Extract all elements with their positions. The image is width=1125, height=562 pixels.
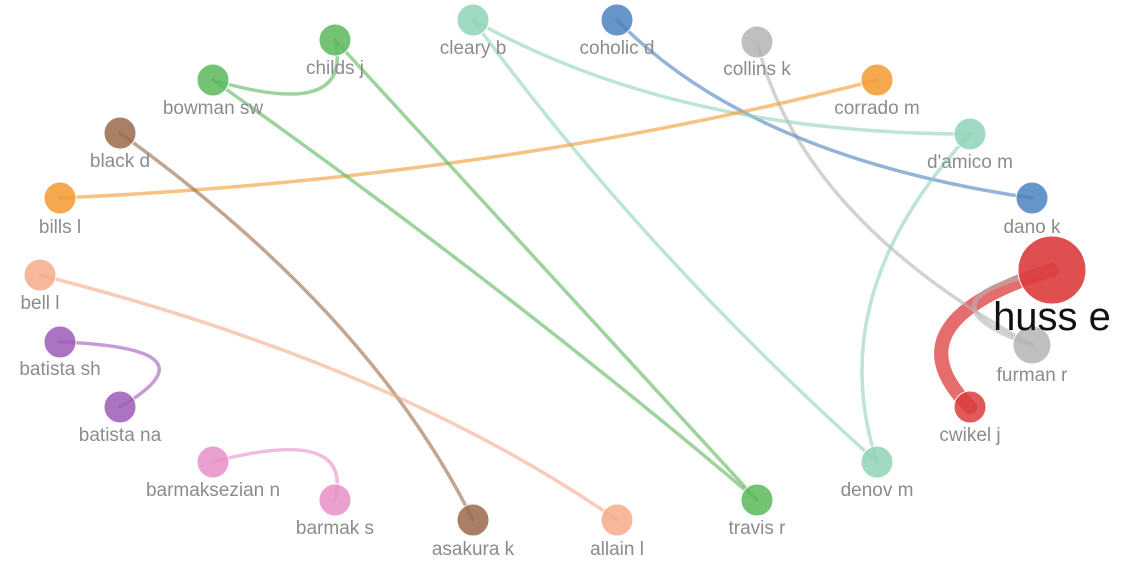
node-cwikel[interactable]: [953, 390, 987, 424]
node-bills[interactable]: [43, 181, 77, 215]
edge-coholic-dano: [615, 18, 1034, 200]
node-label-corrado: corrado m: [834, 98, 920, 119]
node-label-childs: childs j: [306, 58, 364, 79]
node-asakura[interactable]: [456, 503, 490, 537]
node-collins[interactable]: [740, 25, 774, 59]
node-label-barmak: barmak s: [296, 518, 374, 539]
node-allain[interactable]: [600, 503, 634, 537]
node-label-bills: bills l: [39, 217, 81, 238]
node-batistana[interactable]: [103, 390, 137, 424]
node-furman[interactable]: [1012, 325, 1052, 365]
node-bell[interactable]: [23, 258, 57, 292]
node-label-damico: d'amico m: [927, 152, 1013, 173]
node-label-travis: travis r: [729, 518, 787, 539]
node-label-coholic: coholic d: [580, 38, 655, 59]
node-batistash[interactable]: [43, 325, 77, 359]
node-label-asakura: asakura k: [432, 539, 515, 560]
node-label-bowman: bowman sw: [163, 98, 264, 119]
node-travis[interactable]: [740, 483, 774, 517]
edge-childs-travis: [333, 38, 759, 502]
edge-batistash-batistana: [58, 340, 161, 409]
network-labels: huss e furman r cwikel j dano k d'amico m cor…: [19, 38, 1111, 560]
node-label-denov: denov m: [841, 480, 914, 501]
node-childs[interactable]: [318, 23, 352, 57]
edge-cleary-denov: [471, 18, 879, 464]
edge-huss-cwikel: [934, 263, 1059, 414]
node-black[interactable]: [103, 116, 137, 150]
edge-collins-furman: [755, 40, 1034, 347]
node-damico[interactable]: [953, 117, 987, 151]
node-label-barmaksezian: barmaksezian n: [146, 480, 280, 501]
node-label-batistana: batista na: [79, 425, 162, 446]
edge-cleary-damico: [471, 18, 972, 136]
network-edges: [38, 18, 1059, 522]
node-dano[interactable]: [1015, 181, 1049, 215]
node-label-cwikel: cwikel j: [939, 425, 1000, 446]
node-barmaksezian[interactable]: [196, 445, 230, 479]
node-label-huss: huss e: [993, 295, 1111, 339]
node-label-dano: dano k: [1003, 217, 1061, 238]
node-cleary[interactable]: [456, 3, 490, 37]
edge-damico-denov: [860, 132, 972, 464]
node-denov[interactable]: [860, 445, 894, 479]
network-nodes: [23, 3, 1087, 537]
node-barmak[interactable]: [318, 483, 352, 517]
node-corrado[interactable]: [860, 63, 894, 97]
edge-bowman-travis: [211, 78, 759, 502]
edge-bell-allain: [38, 273, 619, 522]
node-coholic[interactable]: [600, 3, 634, 37]
node-bowman[interactable]: [196, 63, 230, 97]
node-label-furman: furman r: [997, 365, 1068, 386]
node-label-collins: collins k: [723, 59, 791, 80]
node-label-bell: bell l: [20, 293, 59, 314]
node-label-black: black d: [90, 151, 150, 172]
node-huss[interactable]: [1017, 235, 1087, 305]
node-label-allain: allain l: [590, 539, 644, 560]
node-label-batistash: batista sh: [19, 359, 100, 380]
edge-black-asakura: [118, 131, 475, 522]
edge-bowman-childs: [211, 38, 339, 96]
node-label-cleary: cleary b: [440, 38, 507, 59]
edge-bills-corrado: [58, 78, 879, 200]
